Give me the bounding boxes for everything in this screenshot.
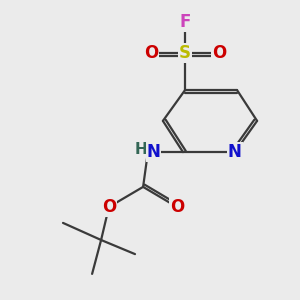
Text: O: O bbox=[102, 198, 116, 216]
Text: F: F bbox=[179, 13, 191, 31]
Text: H: H bbox=[135, 142, 148, 157]
Text: O: O bbox=[212, 44, 226, 62]
Text: O: O bbox=[144, 44, 158, 62]
Text: N: N bbox=[228, 143, 242, 161]
Text: S: S bbox=[179, 44, 191, 62]
Text: O: O bbox=[170, 198, 184, 216]
Text: N: N bbox=[146, 143, 160, 161]
